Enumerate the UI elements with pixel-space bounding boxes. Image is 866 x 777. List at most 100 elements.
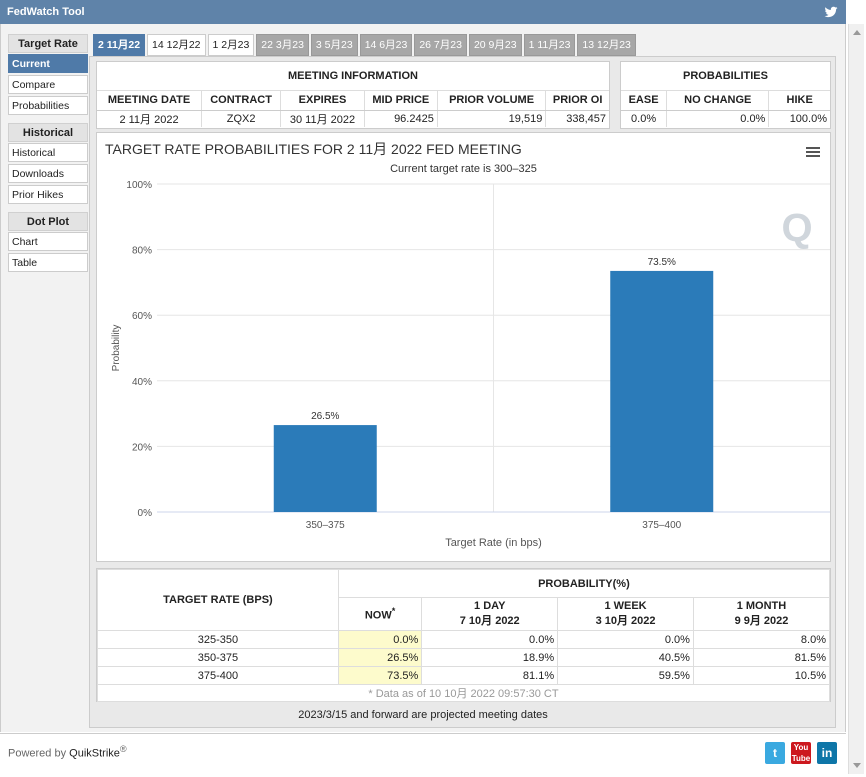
- now-cell: 26.5%: [337, 648, 423, 667]
- sidebar-item-prior-hikes[interactable]: Prior Hikes: [8, 185, 88, 204]
- y-tick-label: 0%: [138, 508, 153, 519]
- chart-title: TARGET RATE PROBABILITIES FOR 2 11月 2022…: [105, 141, 522, 157]
- x-tick-label: 375–400: [642, 520, 681, 531]
- probability-table-panel: TARGET RATE (BPS) PROBABILITY(%) NOW* 1 D…: [96, 568, 831, 702]
- x-axis-title: Target Rate (in bps): [445, 537, 542, 549]
- y-tick-label: 20%: [132, 442, 152, 453]
- now-cell: 73.5%: [337, 666, 423, 685]
- now-column-header: NOW*: [337, 597, 423, 631]
- linkedin-icon[interactable]: in: [817, 742, 837, 764]
- table-row: 350-375 26.5% 18.9% 40.5% 81.5%: [97, 648, 831, 667]
- registered-mark: ®: [119, 744, 127, 754]
- scroll-down-icon[interactable]: [853, 763, 861, 768]
- meeting-value: 2 11月 2022: [119, 113, 179, 126]
- probability-cell: 59.5%: [557, 666, 694, 685]
- target-rate-header: TARGET RATE (BPS): [97, 569, 339, 631]
- sidebar-item-probabilities[interactable]: Probabilities: [8, 96, 88, 115]
- powered-by-label: Powered by: [8, 747, 67, 760]
- period-date: 3 10月 2022: [595, 615, 656, 627]
- bar: [610, 270, 714, 512]
- quikstrike-logo: Q: [781, 206, 812, 250]
- tab-meeting-date[interactable]: 2 11月22: [93, 34, 146, 56]
- y-tick-label: 60%: [132, 311, 152, 322]
- probability-column-header: HIKE: [768, 90, 830, 111]
- footer: Powered by QuikStrike® t You Tube in: [0, 733, 846, 777]
- tab-meeting-date[interactable]: 3 5月23: [310, 34, 358, 56]
- twitter-icon[interactable]: [824, 5, 838, 19]
- data-label: 73.5%: [648, 257, 676, 268]
- tab-meeting-date[interactable]: 1 2月23: [207, 34, 255, 56]
- tab-meeting-date[interactable]: 26 7月23: [414, 34, 467, 56]
- probability-cell: 8.0%: [692, 630, 831, 649]
- probability-value: 100.0%: [768, 110, 830, 127]
- sidebar-section-header: Target Rate: [8, 34, 88, 53]
- data-label: 26.5%: [311, 411, 339, 422]
- title-bar: FedWatch Tool: [0, 0, 846, 24]
- tab-meeting-date[interactable]: 14 12月22: [147, 34, 206, 56]
- probability-cell: 0.0%: [421, 630, 559, 649]
- tab-meeting-date[interactable]: 14 6月23: [359, 34, 413, 56]
- chart-subtitle: Current target rate is 300–325: [390, 163, 537, 175]
- scroll-up-icon[interactable]: [853, 30, 861, 35]
- bar-chart: 0% 20% 40% 60% 80% 100% 26.5% 350–375 73.5% 375–4…: [111, 180, 830, 549]
- powered-by: Powered by QuikStrike®: [8, 744, 127, 760]
- x-tick-label: 350–375: [306, 520, 345, 531]
- probability-column-header: EASE: [621, 90, 667, 111]
- table-row: 325-350 0.0% 0.0% 0.0% 8.0%: [97, 630, 831, 649]
- period-date: 9 9月 2022: [734, 615, 789, 627]
- quikstrike-link[interactable]: QuikStrike: [69, 747, 120, 760]
- y-axis-title: Probability: [111, 325, 122, 372]
- sidebar: Target Rate Current Compare Probabilities Hi…: [8, 34, 88, 274]
- rate-cell: 350-375: [97, 648, 339, 667]
- probabilities-header: PROBABILITIES: [621, 62, 830, 91]
- app-title: FedWatch Tool: [7, 6, 85, 18]
- probability-cell: 81.1%: [421, 666, 559, 685]
- probability-header: PROBABILITY(%): [337, 569, 831, 598]
- chart-menu-icon[interactable]: [806, 147, 820, 158]
- meeting-value: 96.2425: [363, 110, 438, 127]
- youtube-icon[interactable]: You Tube: [791, 742, 811, 764]
- meeting-value: ZQX2: [201, 110, 281, 127]
- twitter-icon[interactable]: t: [765, 742, 785, 764]
- sidebar-item-table[interactable]: Table: [8, 253, 88, 272]
- sidebar-section-header: Dot Plot: [8, 212, 88, 231]
- tab-meeting-date[interactable]: 1 11月23: [523, 34, 576, 56]
- period-column-header: 1 WEEK 3 10月 2022: [557, 597, 694, 631]
- rate-cell: 325-350: [97, 630, 339, 649]
- meeting-column-header: EXPIRES: [280, 90, 365, 111]
- period-date: 7 10月 2022: [459, 615, 520, 627]
- meeting-information-panel: MEETING INFORMATION MEETING DATE CONTRACT…: [96, 61, 610, 129]
- scrollbar[interactable]: [848, 24, 864, 774]
- tab-meeting-date[interactable]: 20 9月23: [468, 34, 522, 56]
- sidebar-section-header: Historical: [8, 123, 88, 142]
- now-label: NOW: [364, 609, 392, 622]
- sidebar-item-current[interactable]: Current: [8, 54, 88, 73]
- data-as-of-footnote: * Data as of 10 10月 2022 09:57:30 CT: [97, 684, 830, 702]
- chart-panel: 0% 20% 40% 60% 80% 100% 26.5% 350–375 73.5% 375–4…: [96, 132, 831, 562]
- meeting-tabs: 2 11月22 14 12月22 1 2月23 22 3月23 3 5月23 14 6月2…: [93, 34, 638, 56]
- sidebar-item-chart[interactable]: Chart: [8, 232, 88, 251]
- period-column-header: 1 MONTH 9 9月 2022: [692, 597, 831, 631]
- probabilities-panel: PROBABILITIES EASE NO CHANGE HIKE 0.0% 0.0%…: [620, 61, 831, 129]
- now-cell: 0.0%: [337, 630, 423, 649]
- probability-column-header: NO CHANGE: [666, 90, 769, 111]
- table-row: 375-400 73.5% 81.1% 59.5% 10.5%: [97, 666, 831, 685]
- period-label: 1 DAY: [474, 600, 506, 612]
- tab-meeting-date[interactable]: 13 12月23: [577, 34, 636, 56]
- meeting-column-header: CONTRACT: [201, 90, 281, 111]
- sidebar-item-compare[interactable]: Compare: [8, 75, 88, 94]
- y-tick-label: 100%: [126, 180, 152, 191]
- probability-cell: 81.5%: [692, 648, 831, 667]
- sidebar-item-historical[interactable]: Historical: [8, 143, 88, 162]
- probability-cell: 18.9%: [421, 648, 559, 667]
- probability-cell: 10.5%: [692, 666, 831, 685]
- y-tick-label: 80%: [132, 246, 152, 257]
- probability-cell: 40.5%: [557, 648, 694, 667]
- meeting-value: 19,519: [436, 110, 546, 127]
- sidebar-item-downloads[interactable]: Downloads: [8, 164, 88, 183]
- tab-meeting-date[interactable]: 22 3月23: [256, 34, 309, 56]
- period-label: 1 WEEK: [604, 600, 647, 612]
- projected-dates-note: 2023/3/15 and forward are projected meet…: [298, 709, 548, 721]
- meeting-column-header: MID PRICE: [363, 90, 438, 111]
- meeting-value: 30 11月 2022: [280, 110, 365, 127]
